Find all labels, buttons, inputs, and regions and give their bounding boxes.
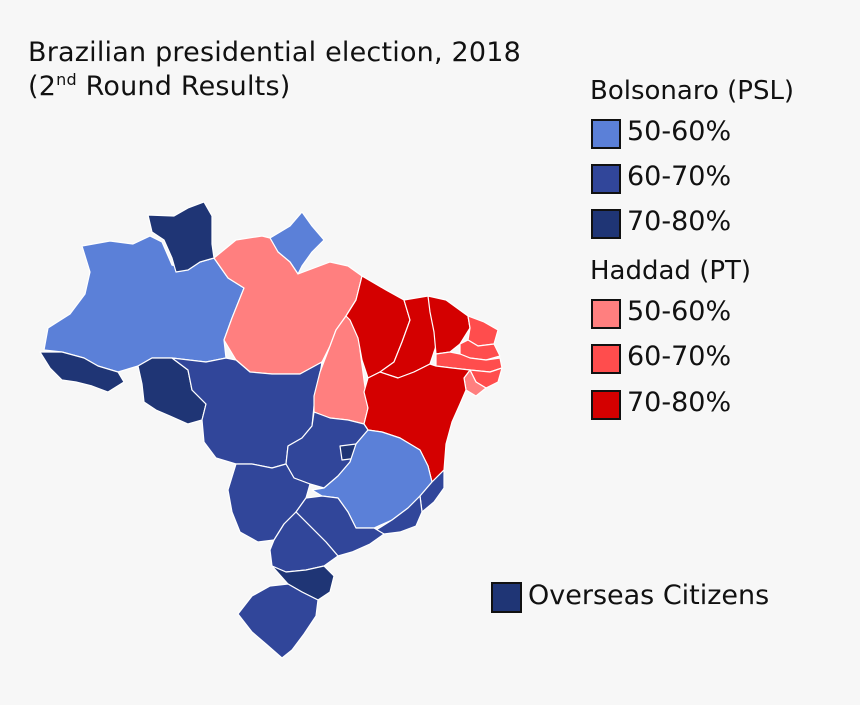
legend-swatch-bolsonaro-50-60 [591,119,621,149]
title-line-2-post: Round Results) [76,71,291,102]
legend-label-haddad-50-60: 50-60% [627,296,732,327]
legend-swatch-haddad-50-60 [591,299,621,329]
legend-swatch-overseas [491,582,522,613]
legend-swatch-bolsonaro-70-80 [591,209,621,239]
legend-label-overseas: Overseas Citizens [528,580,770,611]
legend-label-haddad-60-70: 60-70% [627,341,732,372]
legend-label-bolsonaro-60-70: 60-70% [627,161,732,192]
legend-label-haddad-70-80: 70-80% [627,387,732,418]
state-CE [427,295,471,355]
legend-label-bolsonaro-50-60: 50-60% [627,116,732,147]
state-AC [39,351,125,393]
legend-swatch-haddad-70-80 [591,390,621,420]
legend-swatch-bolsonaro-60-70 [591,164,621,194]
title-line-2-sup: nd [56,70,77,89]
map-title: Brazilian presidential election, 2018 (2… [28,36,521,104]
state-RR [147,201,215,273]
legend-heading-haddad: Haddad (PT) [590,256,752,286]
legend-swatch-haddad-60-70 [591,344,621,374]
legend-heading-bolsonaro: Bolsonaro (PSL) [590,76,795,106]
state-RN [467,315,499,347]
title-line-2-pre: (2 [28,71,57,102]
title-line-2: (2nd Round Results) [28,70,521,104]
state-RS [237,583,319,659]
legend-label-bolsonaro-70-80: 70-80% [627,206,732,237]
title-line-1: Brazilian presidential election, 2018 [28,37,522,68]
